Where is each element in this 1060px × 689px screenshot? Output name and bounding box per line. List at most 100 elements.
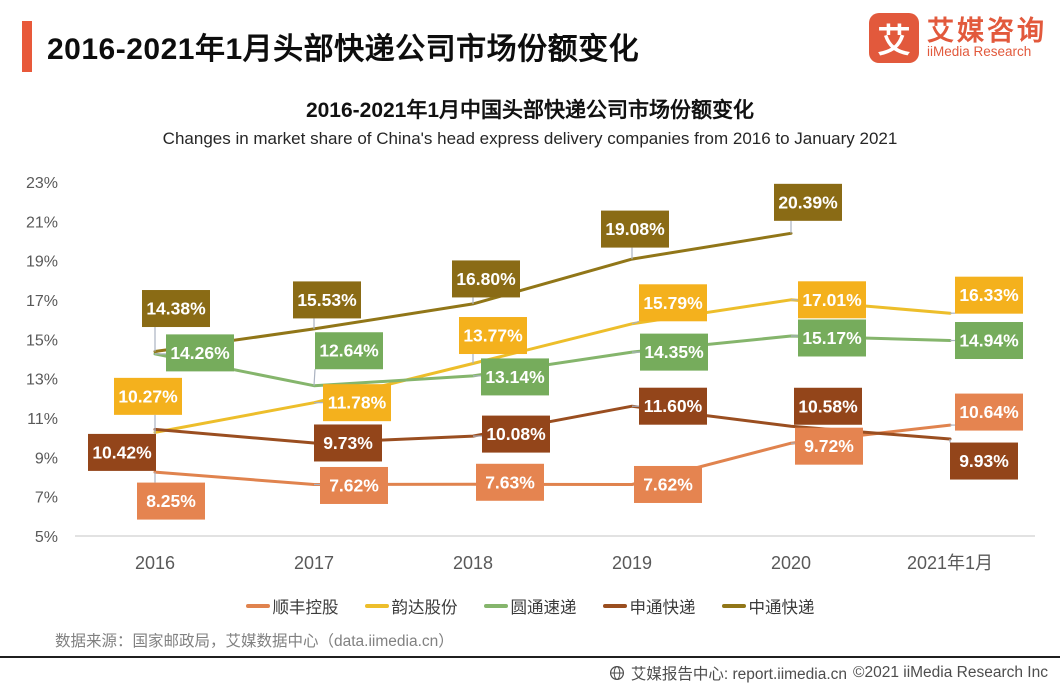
legend-label: 圆通速递 (510, 599, 577, 617)
data-label-value: 10.64% (959, 402, 1019, 422)
line-chart: 23% 21% 19% 17% 15% 13% 11% 9% 7% 5% 2016 2017 2018 2… (26, 175, 1035, 573)
data-label-box (955, 322, 1023, 360)
data-label-value: 14.26% (170, 343, 230, 363)
legend-swatch (602, 604, 627, 608)
x-axis-tick: 2019 (612, 553, 652, 573)
y-axis-tick: 19% (26, 254, 58, 271)
data-label-box (481, 358, 549, 396)
data-label-value: 13.77% (463, 326, 523, 346)
y-axis-tick: 15% (26, 332, 58, 349)
chart-legend: 顺丰控股 韵达股份 圆通速递 申通快递 中通快递 (0, 594, 1060, 618)
data-label-box (482, 415, 550, 453)
data-source-note: 数据来源：国家邮政局，艾媒数据中心（data.iimedia.cn） (55, 633, 454, 650)
data-label-box (795, 427, 863, 465)
data-label-box (639, 284, 707, 322)
data-label-box (794, 387, 862, 425)
data-label-value: 16.33% (959, 285, 1019, 305)
header-accent-bar (22, 21, 32, 72)
data-label-box (459, 317, 527, 355)
legend-item: 圆通速递 (483, 594, 577, 618)
legend-item: 申通快递 (602, 594, 696, 618)
data-label-box (640, 333, 708, 371)
data-label-box (955, 393, 1023, 431)
y-axis-tick: 23% (26, 175, 58, 192)
brand-name-en: iiMedia Research (927, 44, 1032, 60)
data-label-value: 7.63% (485, 472, 535, 492)
legend-swatch (364, 604, 389, 608)
data-label-value: 9.93% (959, 451, 1009, 471)
data-label-box (88, 433, 156, 471)
brand-name-cn: 艾媒咨询 (927, 15, 1047, 46)
legend-swatch (721, 604, 746, 608)
y-axis-tick: 5% (35, 529, 58, 546)
data-label-value: 14.35% (644, 342, 704, 362)
label-leader-line (313, 369, 316, 386)
data-label-value: 10.27% (118, 386, 178, 406)
iimedia-logo-text: 艾媒咨询 iiMedia Research (927, 15, 1047, 60)
data-label-value: 15.17% (802, 328, 862, 348)
data-label-box (601, 210, 669, 248)
legend-swatch (245, 604, 270, 608)
iimedia-logo-icon: 艾 (869, 13, 919, 63)
data-label-value: 8.25% (146, 491, 196, 511)
data-label-box (452, 260, 520, 298)
data-label-box (320, 466, 388, 504)
y-axis-tick: 13% (26, 372, 58, 389)
y-axis-tick: 11% (27, 411, 58, 428)
data-label-value: 12.64% (319, 341, 379, 361)
legend-swatch (483, 604, 508, 608)
legend-label: 申通快递 (629, 599, 696, 617)
data-label-value: 15.79% (643, 293, 703, 313)
data-label-box (142, 290, 210, 328)
iimedia-logo: 艾 艾媒咨询 iiMedia Research (869, 13, 1047, 63)
footer-divider (0, 656, 1060, 658)
data-label-box (166, 334, 234, 372)
data-label-value: 14.94% (959, 331, 1019, 351)
page-title: 2016-2021年1月头部快递公司市场份额变化 (47, 33, 640, 66)
x-axis-tick: 2020 (771, 553, 811, 573)
data-label-box (950, 442, 1018, 480)
footer-bar: 艾媒报告中心: report.iimedia.cn ©2021 iiMedia … (609, 662, 1048, 684)
y-axis-tick: 9% (35, 450, 58, 467)
chart-title: 2016-2021年1月中国头部快递公司市场份额变化 (305, 99, 755, 122)
data-label-value: 10.58% (798, 396, 858, 416)
legend-item: 中通快递 (721, 594, 815, 618)
data-label-value: 10.08% (486, 424, 546, 444)
report-center-link: 艾媒报告中心: report.iimedia.cn (630, 666, 848, 683)
data-label-box (114, 377, 182, 415)
data-label-value: 14.38% (146, 299, 206, 319)
x-axis-tick: 2017 (294, 553, 334, 573)
x-axis-tick: 2018 (453, 553, 493, 573)
legend-item: 韵达股份 (364, 594, 458, 618)
x-axis-tick: 2016 (135, 553, 175, 573)
x-axis-tick: 2021年1月 (907, 553, 993, 573)
iimedia-globe-icon (609, 665, 624, 681)
data-label-box (798, 319, 866, 357)
legend-label: 中通快递 (748, 599, 815, 617)
legend-label: 顺丰控股 (272, 599, 339, 617)
chart-subtitle: Changes in market share of China's head … (162, 129, 898, 148)
data-label-value: 19.08% (605, 219, 665, 239)
data-label-box (137, 482, 205, 520)
data-label-value: 7.62% (643, 474, 693, 494)
data-label-value: 17.01% (802, 290, 862, 310)
data-label-box (798, 281, 866, 319)
y-axis-tick: 21% (26, 214, 58, 231)
data-label-value: 10.42% (92, 442, 152, 462)
y-axis-tick: 7% (35, 490, 58, 507)
data-label-box (774, 183, 842, 221)
data-label-value: 11.60% (644, 396, 703, 416)
data-label-box (323, 384, 391, 422)
legend-label: 韵达股份 (391, 599, 458, 617)
y-axis-tick: 17% (26, 293, 58, 310)
data-label-value: 13.14% (485, 367, 545, 387)
data-label-box (476, 463, 544, 501)
data-label-box (639, 387, 707, 425)
data-label-box (314, 424, 382, 462)
copyright-text: ©2021 iiMedia Research Inc (853, 664, 1048, 681)
data-label-value: 9.72% (804, 436, 854, 456)
data-label-value: 15.53% (297, 290, 357, 310)
data-label-box (634, 465, 702, 503)
data-label-box (955, 276, 1023, 314)
data-label-box (315, 332, 383, 370)
